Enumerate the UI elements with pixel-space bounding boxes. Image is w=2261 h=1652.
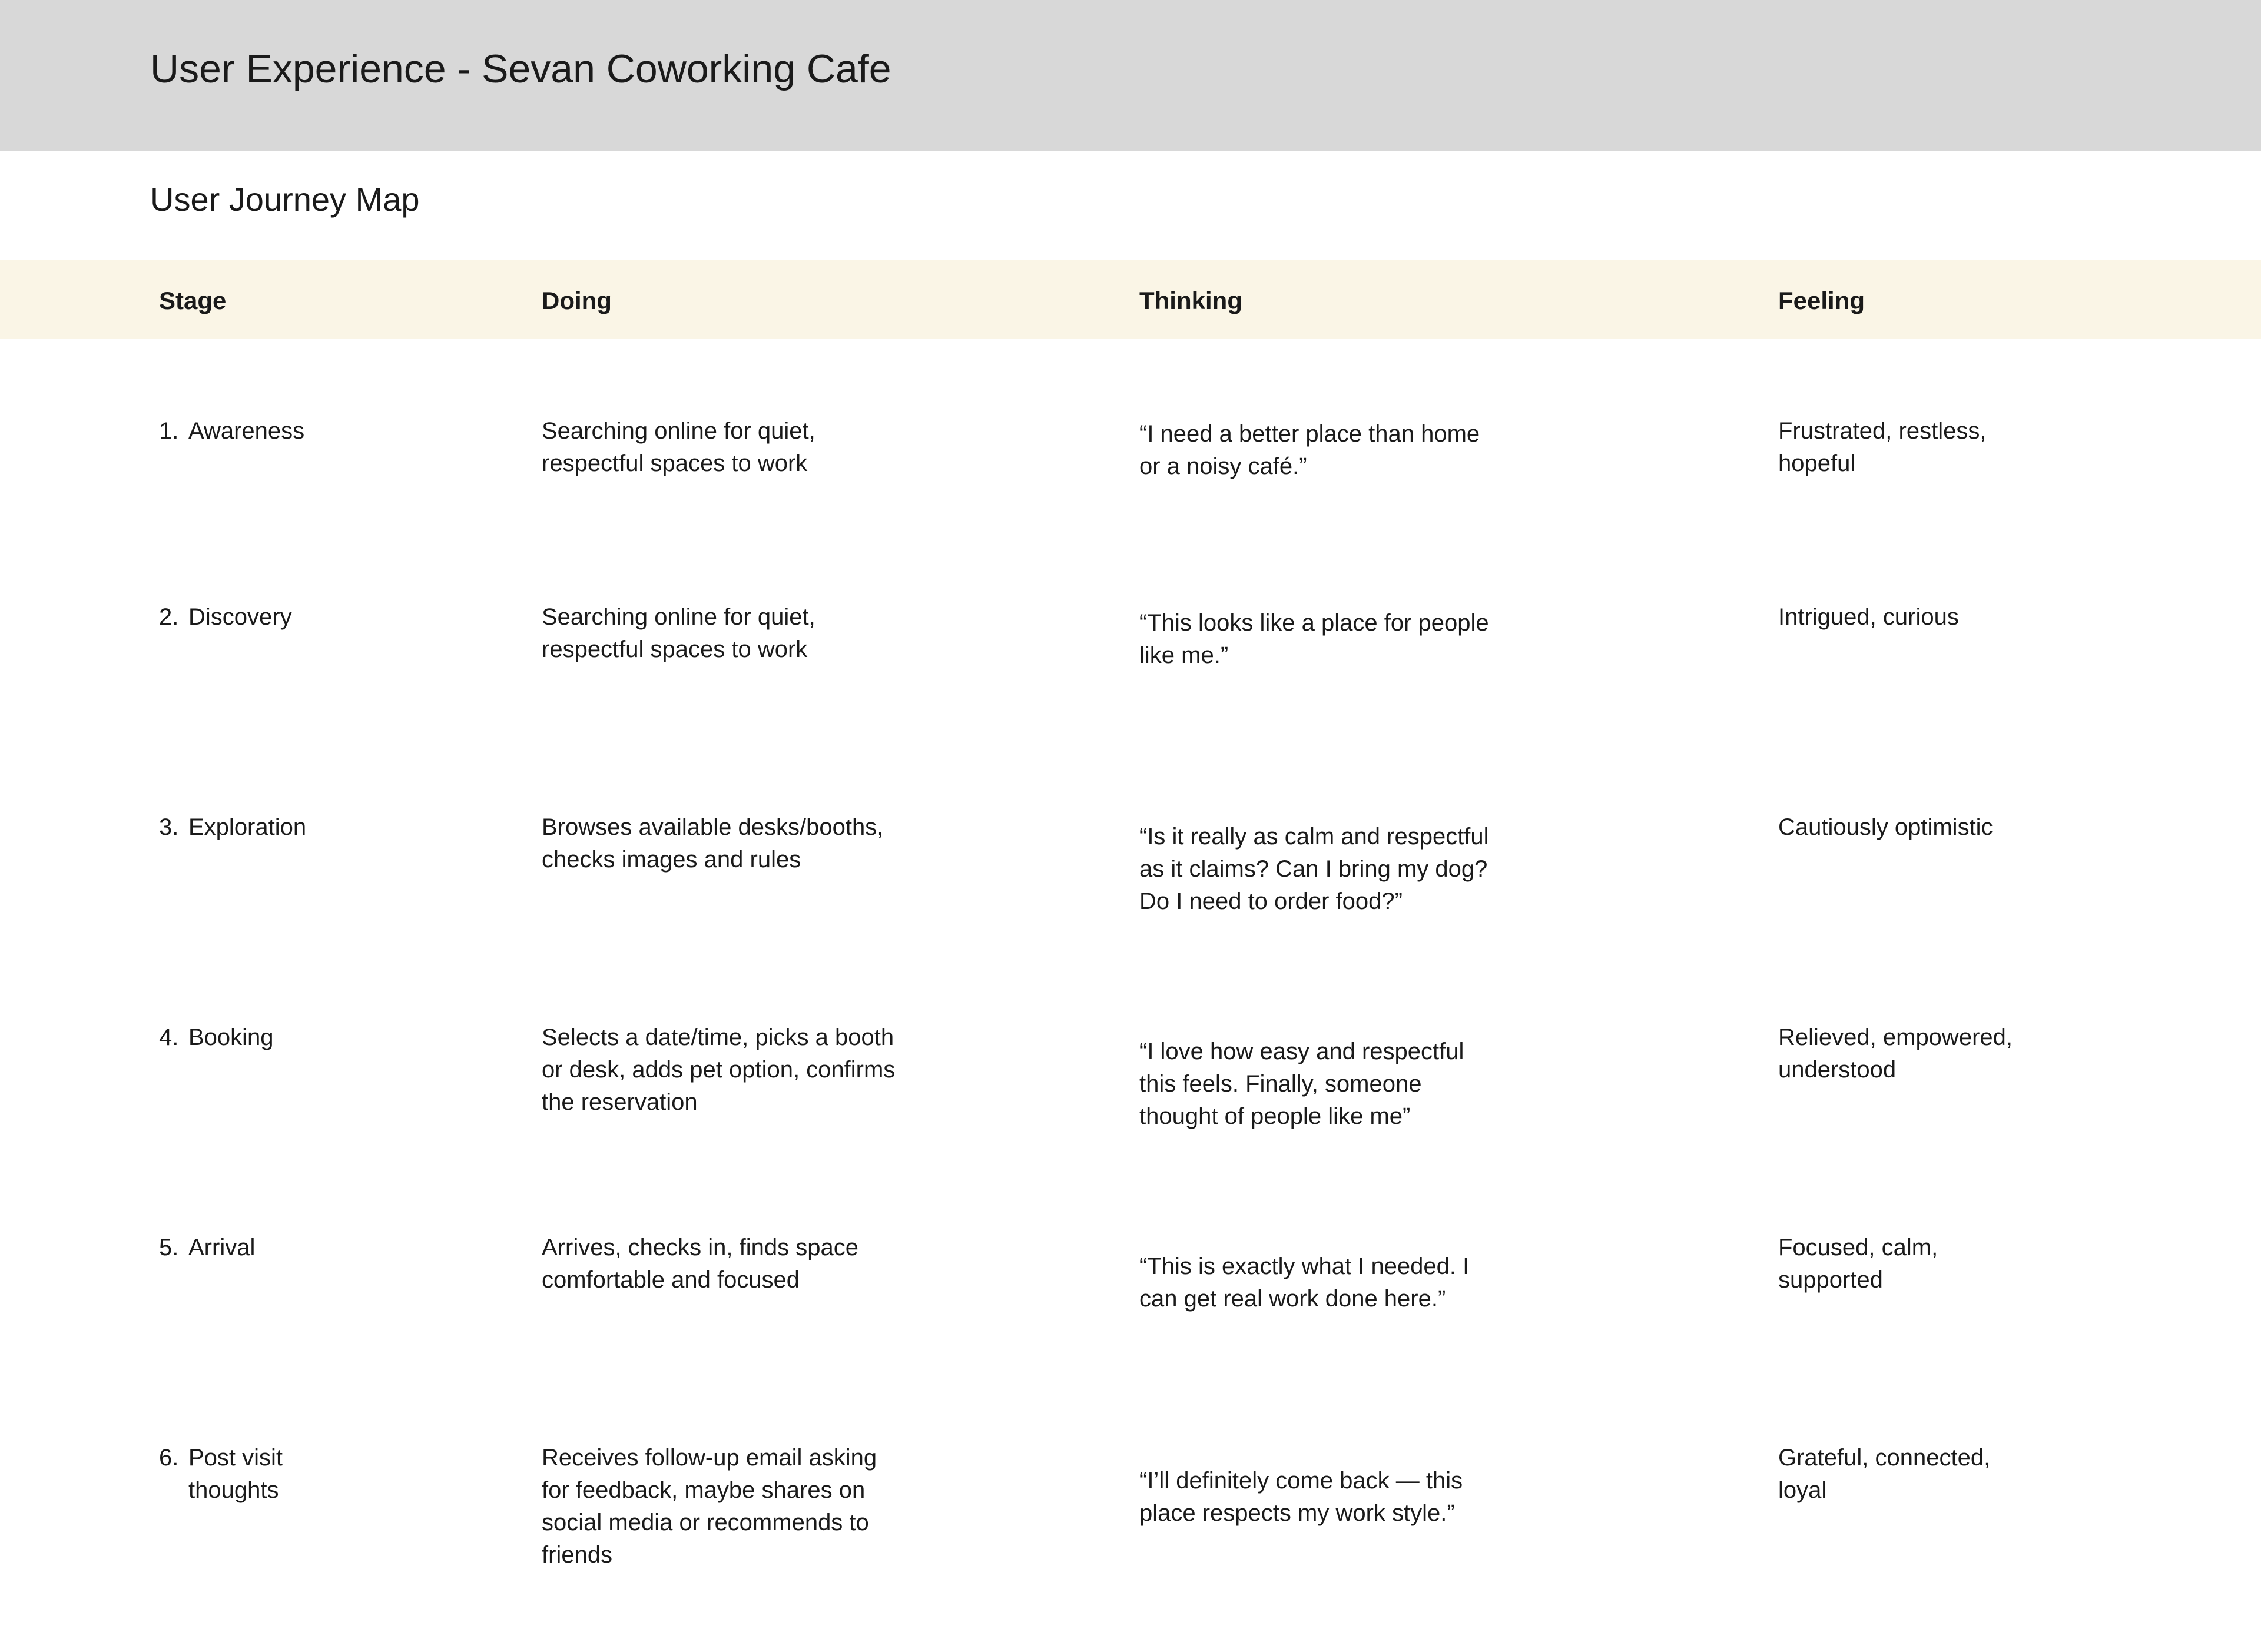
- stage-cell: 4. Booking: [159, 1021, 542, 1054]
- stage-cell: 6. Post visit thoughts: [159, 1442, 542, 1507]
- column-header-feeling: Feeling: [1778, 287, 1865, 314]
- stage-number: 6.: [159, 1445, 179, 1471]
- thinking-cell: “Is it really as calm and respectful as …: [1139, 824, 1489, 914]
- column-header-thinking: Thinking: [1139, 287, 1242, 314]
- thinking-cell: “This is exactly what I needed. I can ge…: [1139, 1253, 1470, 1312]
- table-row: 4. Booking Selects a date/time, picks a …: [0, 1021, 2261, 1232]
- document-title: User Experience - Sevan Coworking Cafe: [150, 46, 891, 91]
- doing-cell: Searching online for quiet, respectful s…: [542, 604, 815, 662]
- feeling-cell: Cautiously optimistic: [1778, 814, 1993, 840]
- stage-label: Arrival: [188, 1235, 256, 1260]
- stage-number: 5.: [159, 1235, 179, 1260]
- doing-cell: Selects a date/time, picks a booth or de…: [542, 1024, 896, 1115]
- thinking-cell: “I need a better place than home or a no…: [1139, 421, 1480, 479]
- stage-cell: 2. Discovery: [159, 601, 542, 633]
- feeling-cell: Intrigued, curious: [1778, 604, 1959, 630]
- table-row: 1. Awareness Searching online for quiet,…: [0, 415, 2261, 601]
- section-title: User Journey Map: [150, 181, 420, 218]
- column-header-stage: Stage: [159, 287, 227, 314]
- stage-label: Exploration: [188, 814, 307, 840]
- stage-cell: 5. Arrival: [159, 1232, 542, 1264]
- feeling-cell: Grateful, connected, loyal: [1778, 1445, 1991, 1503]
- doing-cell: Receives follow-up email asking for feed…: [542, 1445, 877, 1568]
- stage-number: 3.: [159, 814, 179, 840]
- doing-cell: Browses available desks/booths, checks i…: [542, 814, 884, 873]
- column-header-doing: Doing: [542, 287, 612, 314]
- thinking-cell: “I’ll definitely come back — this place …: [1139, 1468, 1463, 1526]
- stage-number: 4.: [159, 1024, 179, 1050]
- table-row: 3. Exploration Browses available desks/b…: [0, 811, 2261, 1021]
- feeling-cell: Focused, calm, supported: [1778, 1235, 1938, 1293]
- stage-number: 1.: [159, 418, 179, 444]
- doing-cell: Arrives, checks in, finds space comforta…: [542, 1235, 858, 1293]
- stage-cell: 3. Exploration: [159, 811, 542, 844]
- stage-label: Awareness: [188, 418, 305, 444]
- table-row: 6. Post visit thoughts Receives follow-u…: [0, 1442, 2261, 1652]
- table-row: 5. Arrival Arrives, checks in, finds spa…: [0, 1232, 2261, 1442]
- thinking-cell: “This looks like a place for people like…: [1139, 610, 1489, 668]
- table-row: 2. Discovery Searching online for quiet,…: [0, 601, 2261, 811]
- table-header-row: Stage Doing Thinking Feeling: [0, 260, 2261, 339]
- feeling-cell: Relieved, empowered, understood: [1778, 1024, 2013, 1083]
- feeling-cell: Frustrated, restless, hopeful: [1778, 418, 1987, 476]
- stage-cell: 1. Awareness: [159, 415, 542, 447]
- stage-label: Booking: [188, 1024, 274, 1050]
- app-header: User Experience - Sevan Coworking Cafe: [0, 0, 2261, 151]
- stage-label: Post visit thoughts: [188, 1445, 283, 1503]
- doing-cell: Searching online for quiet, respectful s…: [542, 418, 815, 476]
- journey-table-body: 1. Awareness Searching online for quiet,…: [0, 339, 2261, 1652]
- thinking-cell: “I love how easy and respectful this fee…: [1139, 1039, 1464, 1129]
- stage-label: Discovery: [188, 604, 292, 630]
- stage-number: 2.: [159, 604, 179, 630]
